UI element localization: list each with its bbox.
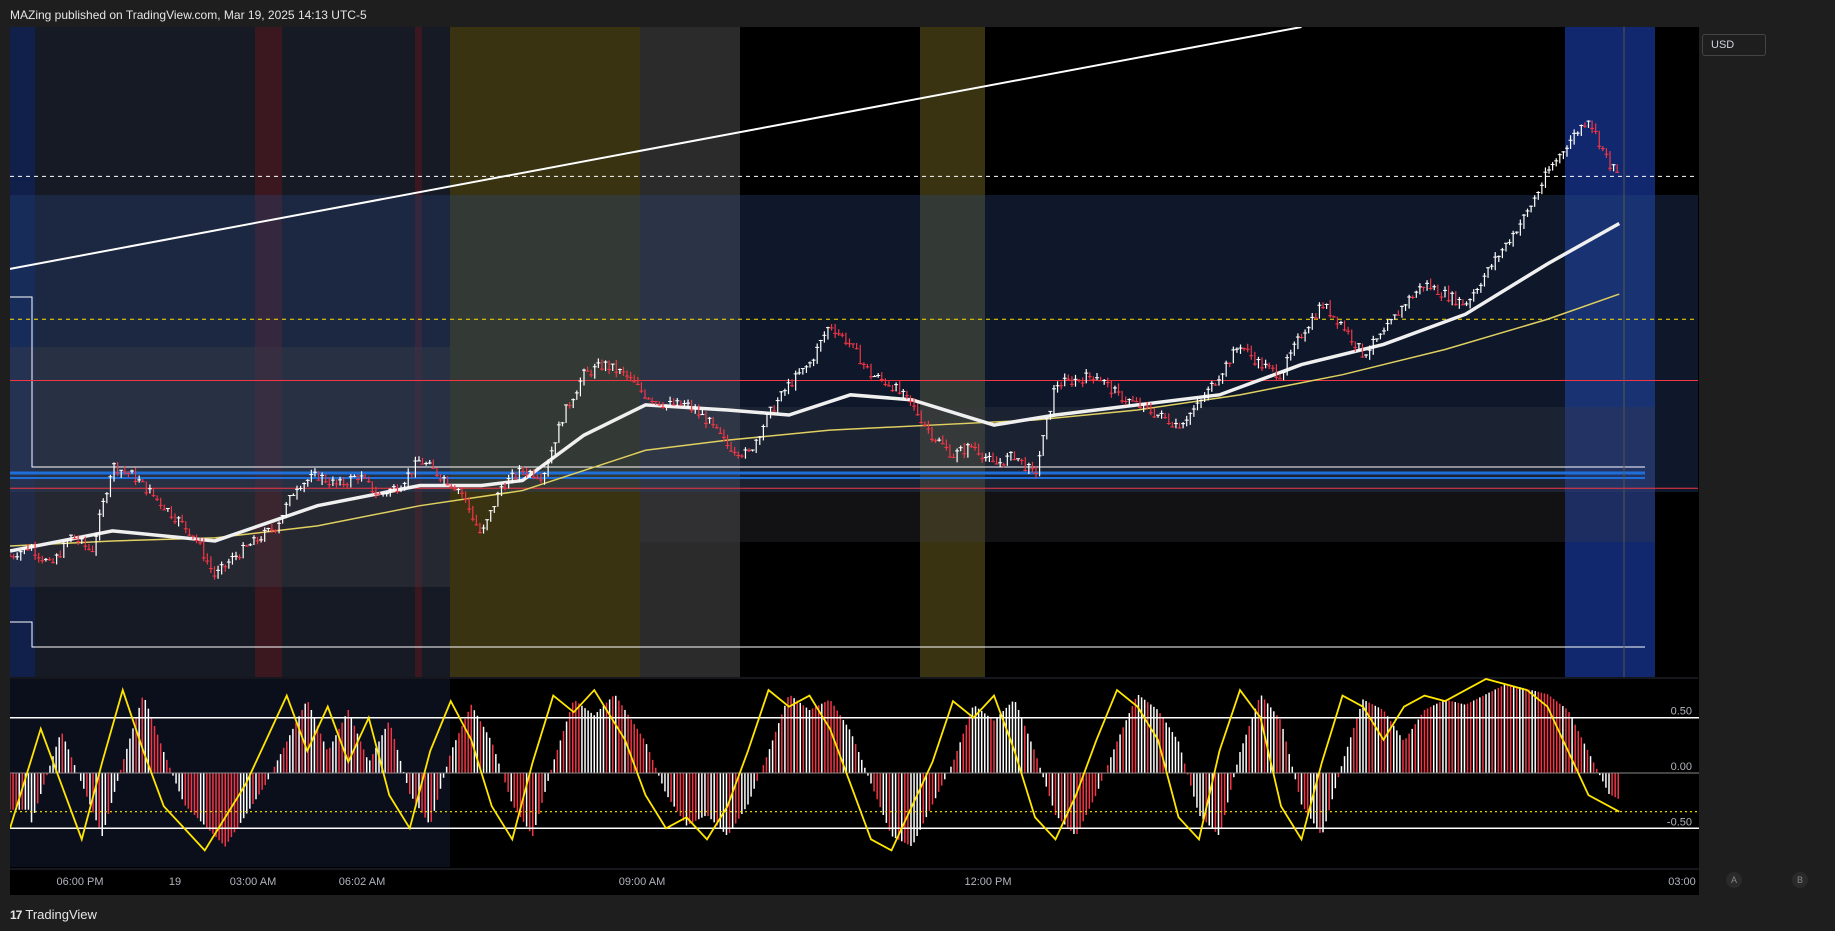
zone-8 <box>1565 27 1655 677</box>
trend-line <box>10 27 1302 270</box>
osc-inner-label: 0.50 <box>1671 706 1692 718</box>
publish-header: MAZing published on TradingView.com, Mar… <box>0 0 1835 26</box>
time-axis-label: 06:00 PM <box>56 876 103 888</box>
publish-info: MAZing published on TradingView.com, Mar… <box>10 8 367 22</box>
osc-inner-label: -0.50 <box>1667 816 1692 828</box>
time-axis-label: 03:00 <box>1668 876 1696 888</box>
chart-svg[interactable]: 20,200.0020,160.0020,120.0020,040.0020,0… <box>10 27 1699 895</box>
tradingview-logo-icon: 17 <box>10 907 22 922</box>
time-axis-label: 12:00 PM <box>964 876 1011 888</box>
price-axis-bg <box>1698 27 1699 895</box>
ema-slow-line <box>10 293 1620 547</box>
zone-2 <box>255 27 282 677</box>
tradingview-logo[interactable]: 17 TradingView <box>10 907 97 922</box>
zone-5 <box>450 27 640 677</box>
osc-inner-label: 0.00 <box>1671 761 1692 773</box>
tradingview-logo-text: TradingView <box>25 907 97 922</box>
range-box-lower <box>10 621 1645 648</box>
scale-a-button[interactable]: A <box>1726 872 1742 888</box>
time-axis-label: 09:00 AM <box>619 876 665 888</box>
range-box-upper <box>10 296 1645 468</box>
footer: 17 TradingView <box>0 895 1835 931</box>
time-axis-label: 03:00 AM <box>230 876 276 888</box>
zone-0 <box>10 27 35 677</box>
time-axis-label: 06:02 AM <box>339 876 385 888</box>
chart-area[interactable]: 20,200.0020,160.0020,120.0020,040.0020,0… <box>10 27 1699 895</box>
scale-b-button[interactable]: B <box>1792 872 1808 888</box>
ema-fast-line <box>10 221 1621 553</box>
time-axis-bg <box>10 869 1699 895</box>
osc-line <box>10 678 1620 852</box>
zone-7 <box>920 27 985 677</box>
zone-4 <box>415 27 422 677</box>
currency-button[interactable]: USD <box>1702 34 1766 56</box>
time-axis-label: 19 <box>169 876 181 888</box>
